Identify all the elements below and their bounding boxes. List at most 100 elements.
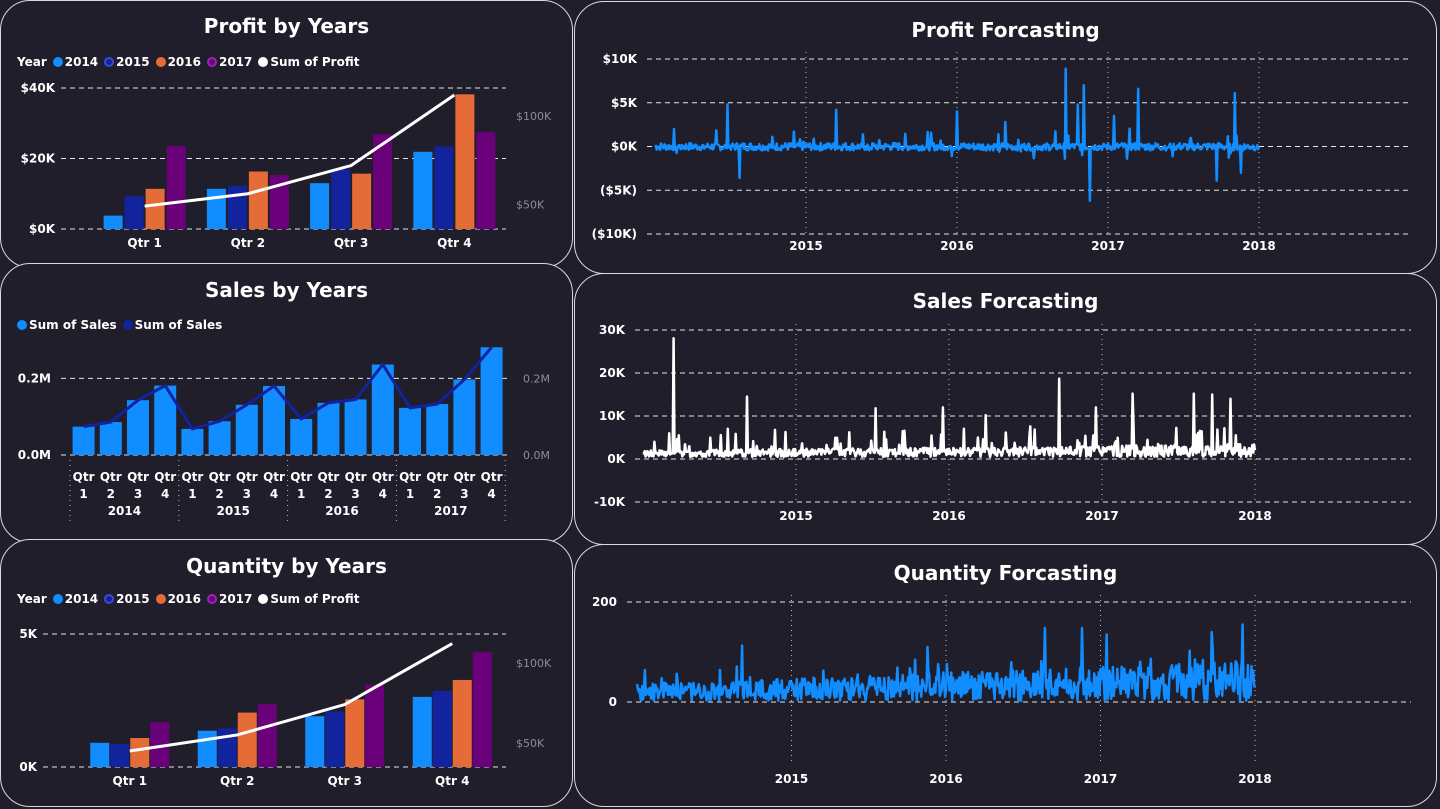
y-tick-label: 0K [607,452,625,466]
legend-marker [155,594,166,604]
legend-item[interactable]: Sum of Sales [122,318,222,332]
legend-item[interactable]: 2016 [155,592,201,606]
bar [145,188,165,229]
x-tick-label: Qtr 1 [113,774,147,788]
bar [127,400,149,455]
bar [124,196,144,229]
legend-item[interactable]: 2014 [52,592,99,606]
legend-marker [104,594,115,604]
x-tick-label: 4 [379,487,387,501]
legend-label: 2016 [167,55,201,69]
bar [269,175,289,229]
bar [110,744,130,767]
x-group-label: 2014 [108,504,141,518]
bar [227,185,247,229]
bar [181,428,204,455]
bar [248,171,268,229]
legend-item[interactable]: 2016 [155,55,201,69]
bar [455,94,475,229]
x-tick-label: 1 [406,487,414,501]
chart-title: Sales Forcasting [912,289,1099,313]
quantity-by-years-panel: Quantity by Years Year 2014 2015 2016 2017 Su… [0,539,573,807]
y-tick-label: $0K [611,140,638,154]
line-series [144,93,456,208]
x-tick-label: 2015 [789,239,822,253]
y-tick-label: 0K [19,760,37,774]
legend-marker [155,57,166,67]
bar [257,704,277,767]
bar [371,364,394,455]
bar [237,712,257,767]
chart-title: Quantity by Years [186,554,387,578]
x-tick-label: 1 [79,487,87,501]
x-group-label: 2017 [434,504,467,518]
x-tick-label: Qtr [290,470,312,484]
x-tick-label: Qtr [453,470,475,484]
chart-legend: Year 2014 2015 2016 2017 Sum of Profit [17,55,365,69]
bar [310,183,330,229]
bar [472,652,492,767]
legend-item[interactable]: 2017 [206,55,253,69]
y-tick-label: -10K [594,495,626,509]
bar [344,399,367,455]
x-tick-label: 1 [297,487,305,501]
bar [325,711,345,767]
sales-by-years-chart: 0.0M 0.0M 0.2M 0.2M Qtr 1 Qtr 2 Qtr 3 Qtr 4 Qtr 1 Qtr 2… [18,346,550,524]
y-tick-label: 0.2M [18,371,51,385]
y2-tick-label: $100K [516,110,552,123]
x-tick-label: Qtr [481,470,503,484]
legend-marker [52,57,63,67]
bar [413,151,433,229]
profit-by-years-panel: Profit by Years Year 2014 2015 2016 2017 Sum … [0,0,573,268]
y-tick-label: 0.0M [18,448,51,462]
x-tick-label: Qtr 2 [231,236,265,250]
legend-label: 2014 [64,592,99,606]
x-tick-label: 2015 [775,772,808,786]
legend-marker [258,57,269,67]
x-tick-label: 2018 [1242,239,1275,253]
y-tick-label: 200 [592,595,617,609]
legend-label: Sum of Profit [270,55,360,69]
bar [452,679,472,767]
x-group-label: 2016 [325,504,358,518]
x-tick-label: Qtr [317,470,339,484]
x-tick-label: 2015 [779,509,812,523]
legend-item[interactable]: 2017 [206,592,252,606]
chart-title: Quantity Forcasting [893,561,1118,585]
chart-title: Sales by Years [205,278,368,302]
y-tick-label: $10K [603,52,638,66]
x-tick-label: Qtr [127,470,149,484]
x-tick-label: Qtr [209,470,231,484]
legend-label: 2016 [167,592,201,606]
x-tick-label: Qtr 2 [220,774,254,788]
x-tick-label: Qtr [372,470,394,484]
legend-marker [206,57,217,67]
legend-item[interactable]: Sum of Sales [17,318,117,332]
x-tick-label: 2016 [940,239,973,253]
x-tick-label: Qtr [73,470,95,484]
y-tick-label: 0 [609,695,617,709]
bar [235,404,258,455]
legend-label: 2014 [64,55,99,69]
legend-marker [122,320,133,330]
legend-label: 2017 [218,55,253,69]
x-tick-label: 2018 [1238,772,1271,786]
x-tick-label: Qtr 4 [437,236,471,250]
bar [317,402,340,455]
x-tick-label: 2017 [1084,772,1117,786]
bar [434,146,454,229]
y2-tick-label: $50K [516,198,545,211]
x-tick-label: Qtr [236,470,258,484]
legend-item[interactable]: 2015 [104,55,150,69]
chart-legend: Year 2014 2015 2016 2017 Sum of Profit [17,592,365,606]
legend-marker [52,594,63,604]
x-tick-label: 2016 [929,772,962,786]
legend-item[interactable]: 2014 [52,55,99,69]
legend-title: Year [17,592,47,606]
bar [352,173,372,229]
legend-item[interactable]: Sum of Profit [258,55,359,69]
bar [453,379,476,455]
legend-item[interactable]: Sum of Profit [258,592,359,606]
legend-item[interactable]: 2015 [104,592,150,606]
bar [263,386,285,455]
